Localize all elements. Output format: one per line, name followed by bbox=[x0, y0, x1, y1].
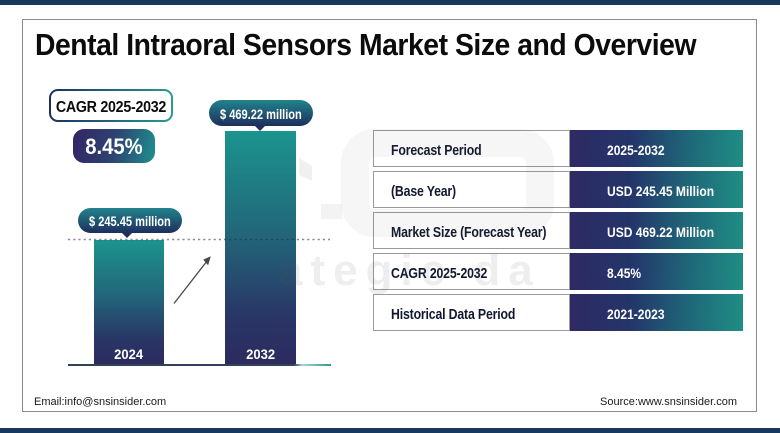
svg-text:ategic da: ategic da bbox=[278, 246, 541, 295]
